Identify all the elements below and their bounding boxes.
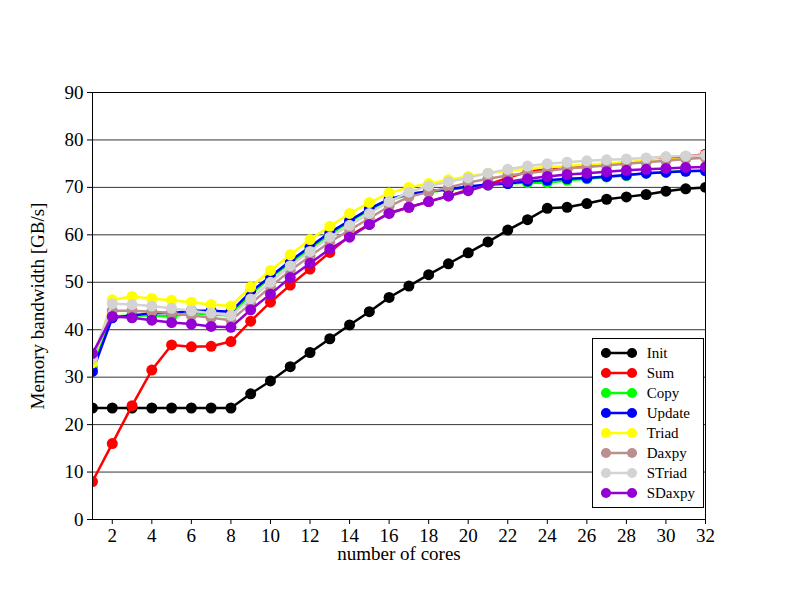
html-text:Init: Init — [646, 344, 668, 361]
svg-text:4: 4 — [147, 525, 157, 546]
svg-text:10: 10 — [65, 461, 84, 482]
html-text:Sum: Sum — [646, 364, 675, 381]
svg-text:80: 80 — [65, 129, 84, 150]
svg-text:26: 26 — [577, 525, 596, 546]
html-text:Daxpy: Daxpy — [646, 444, 687, 461]
svg-text:12: 12 — [301, 525, 320, 546]
svg-text:70: 70 — [65, 176, 84, 197]
svg-text:8: 8 — [226, 525, 236, 546]
html-text:STriad: STriad — [646, 464, 687, 481]
svg-text:10: 10 — [261, 525, 280, 546]
svg-text:20: 20 — [65, 414, 84, 435]
svg-text:32: 32 — [696, 525, 715, 546]
svg-text:50: 50 — [65, 271, 84, 292]
svg-text:30: 30 — [656, 525, 675, 546]
svg-text:14: 14 — [340, 525, 360, 546]
svg-text:0: 0 — [74, 509, 84, 530]
svg-text:28: 28 — [617, 525, 636, 546]
svg-text:90: 90 — [65, 82, 84, 103]
svg-text:Memory bandwidth [GB/s]: Memory bandwidth [GB/s] — [27, 203, 48, 410]
svg-text:24: 24 — [538, 525, 558, 546]
html-text:SDaxpy: SDaxpy — [646, 484, 695, 501]
svg-text:6: 6 — [187, 525, 197, 546]
html-text:Update: Update — [646, 404, 690, 421]
svg-text:40: 40 — [65, 319, 84, 340]
html-text:Copy: Copy — [646, 384, 680, 401]
svg-text:60: 60 — [65, 224, 84, 245]
svg-text:22: 22 — [498, 525, 517, 546]
svg-text:number of cores: number of cores — [337, 543, 460, 564]
svg-text:2: 2 — [108, 525, 118, 546]
html-text:Triad: Triad — [646, 424, 679, 441]
svg-text:30: 30 — [65, 366, 84, 387]
svg-text:18: 18 — [419, 525, 439, 546]
svg-text:16: 16 — [379, 525, 399, 546]
svg-text:20: 20 — [459, 525, 478, 546]
